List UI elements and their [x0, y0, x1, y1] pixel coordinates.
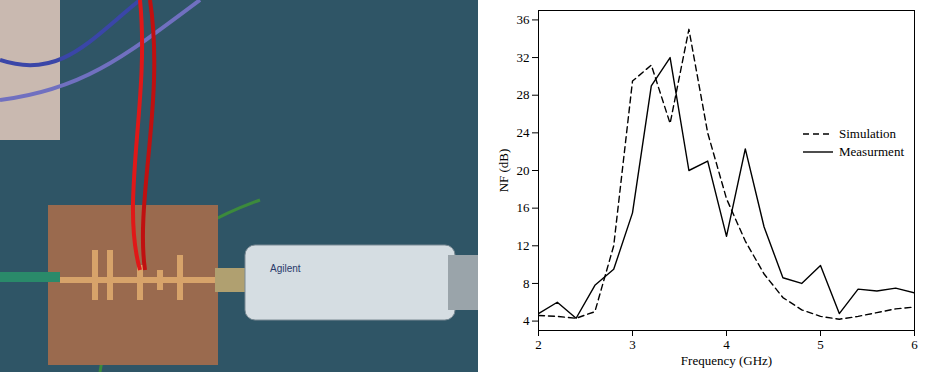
- svg-text:3: 3: [629, 337, 636, 352]
- svg-text:4: 4: [723, 337, 730, 352]
- svg-text:NF (dB): NF (dB): [496, 149, 511, 193]
- svg-text:4: 4: [523, 313, 530, 328]
- svg-text:32: 32: [517, 50, 530, 65]
- svg-text:24: 24: [517, 125, 531, 140]
- svg-text:Agilent: Agilent: [270, 263, 301, 274]
- svg-text:8: 8: [523, 276, 530, 291]
- svg-text:36: 36: [517, 12, 531, 27]
- svg-text:12: 12: [517, 238, 530, 253]
- html-text:Simulation: Simulation: [839, 126, 897, 141]
- svg-text:6: 6: [911, 337, 918, 352]
- html-text:Measurment: Measurment: [839, 144, 904, 159]
- svg-text:28: 28: [517, 87, 530, 102]
- svg-text:2: 2: [535, 337, 542, 352]
- svg-text:Frequency (GHz): Frequency (GHz): [681, 353, 772, 368]
- svg-text:5: 5: [817, 337, 824, 352]
- svg-text:20: 20: [517, 163, 530, 178]
- svg-text:16: 16: [517, 200, 531, 215]
